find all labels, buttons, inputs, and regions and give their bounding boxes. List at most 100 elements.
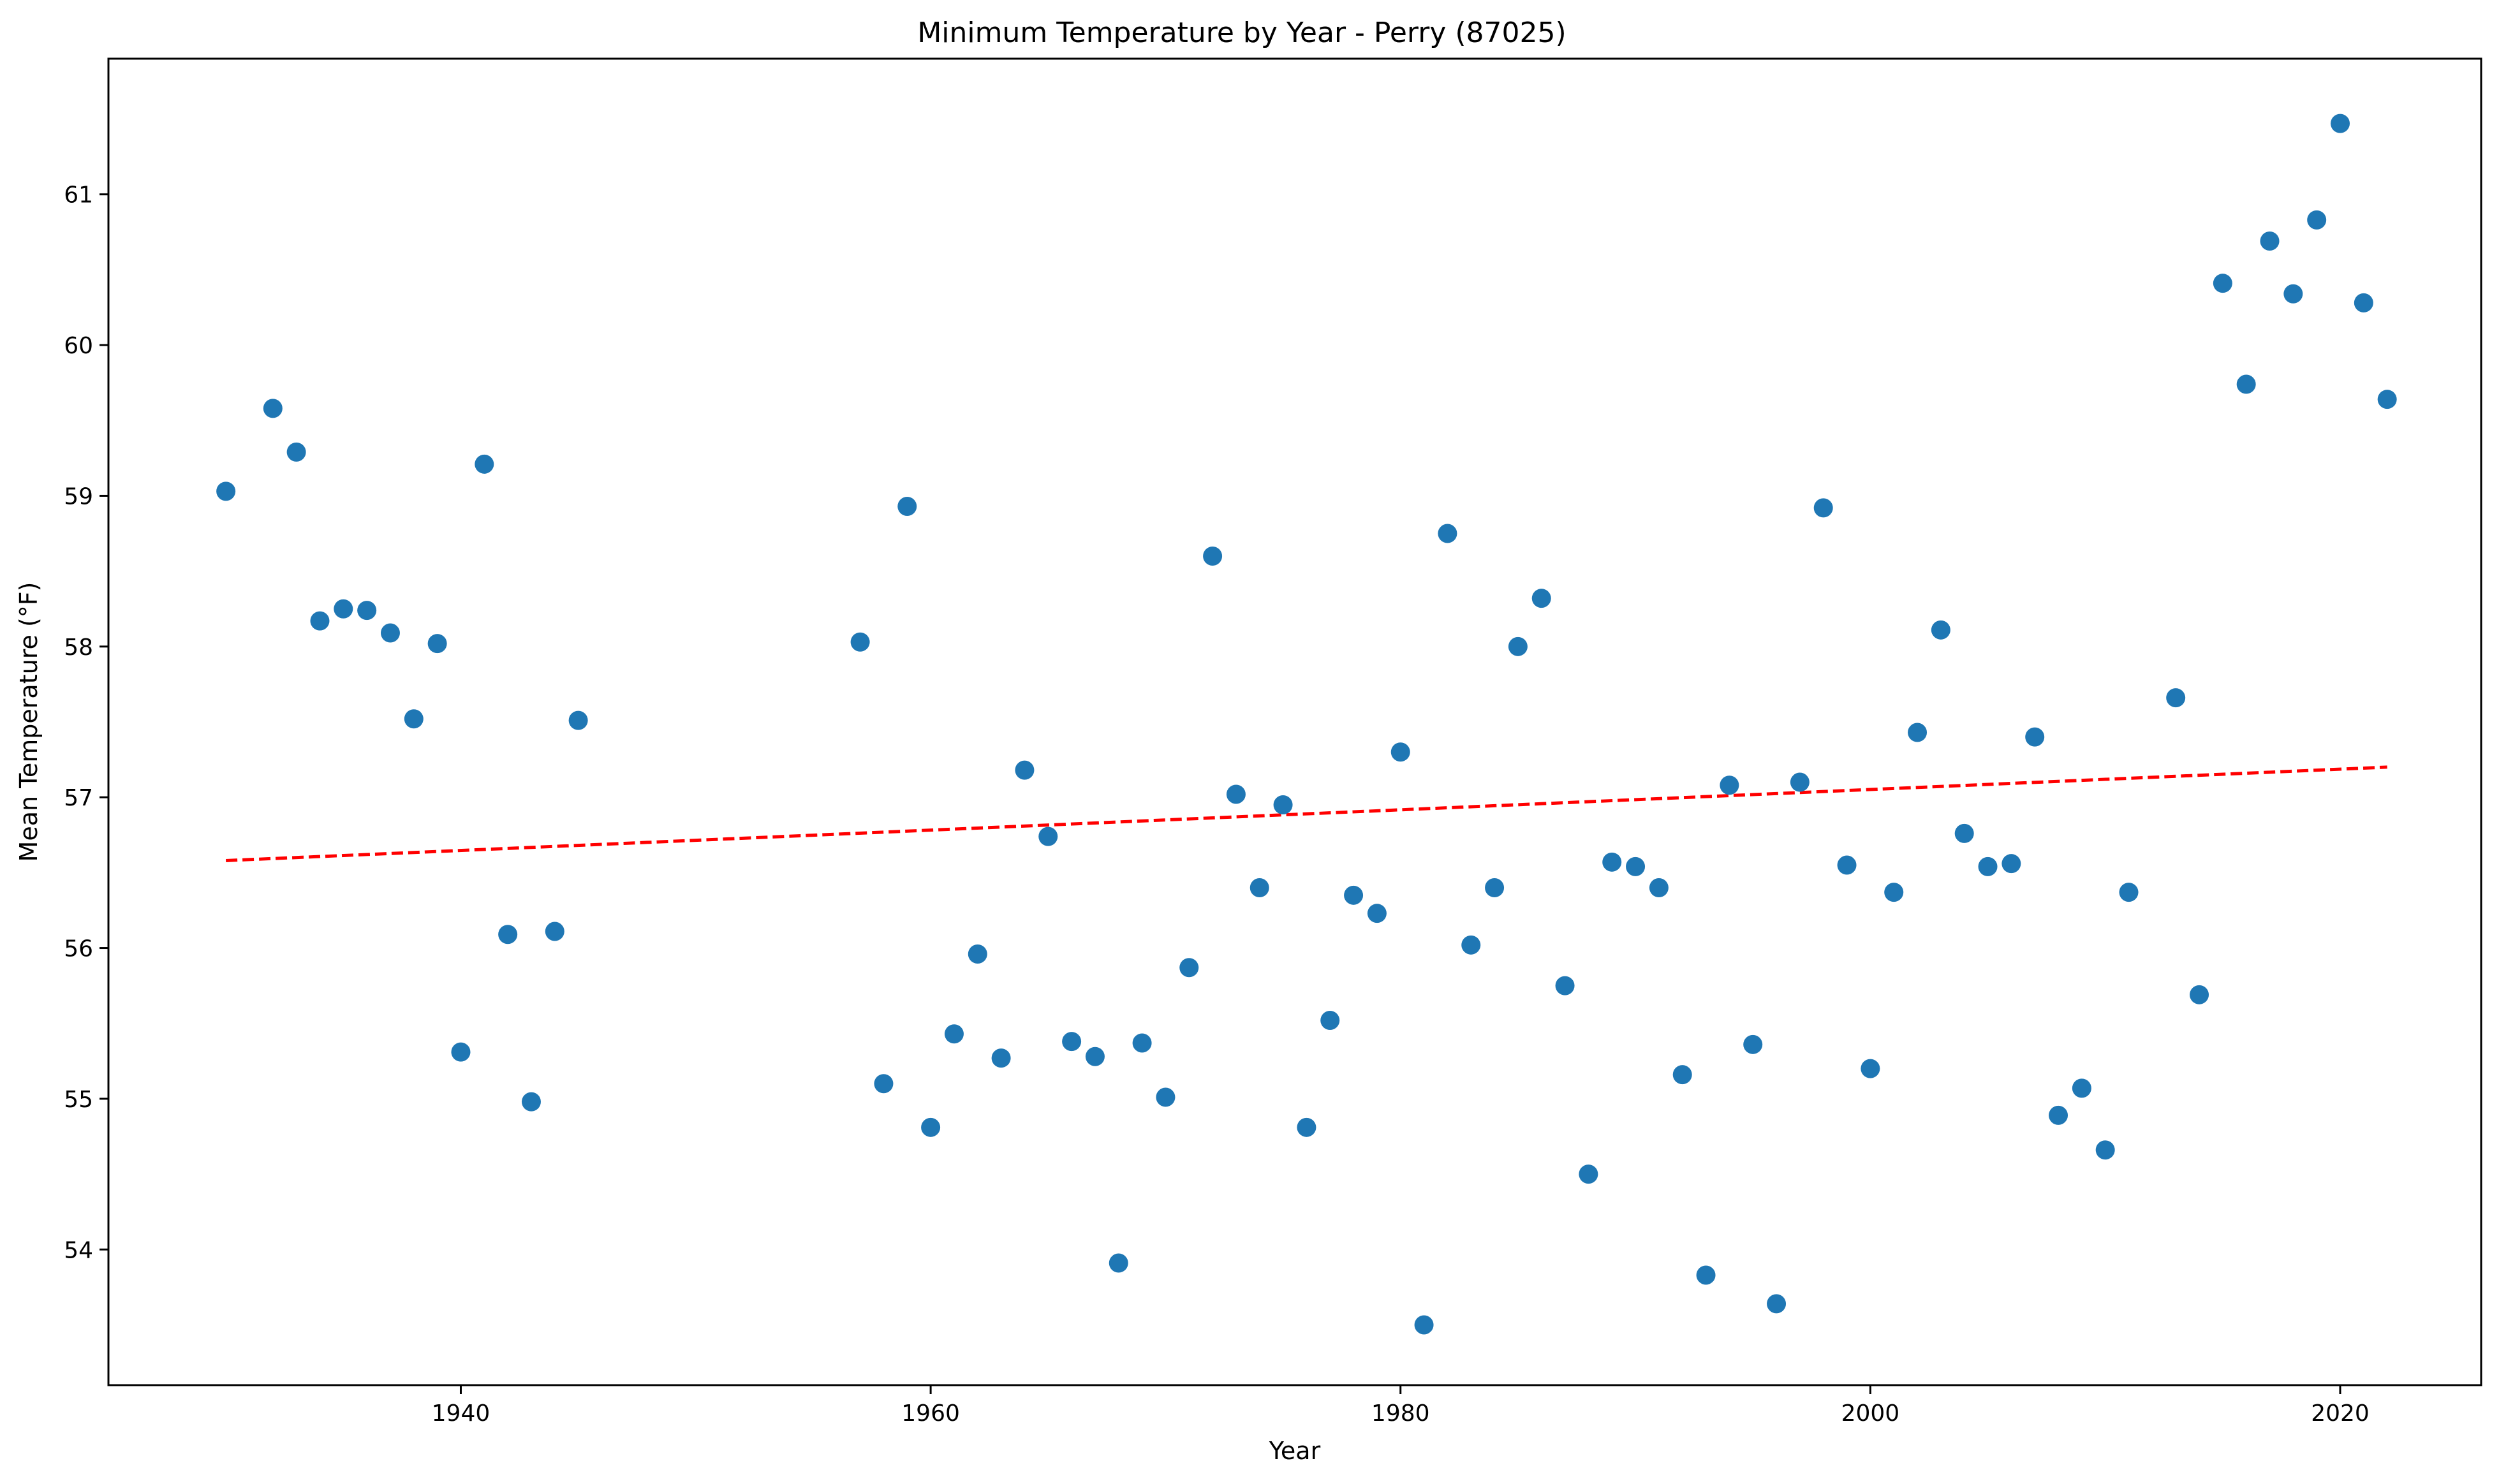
data-point <box>1861 1059 1880 1078</box>
data-point <box>2283 284 2303 304</box>
data-point <box>1344 885 1364 905</box>
data-point <box>1931 620 1950 640</box>
chart-title: Minimum Temperature by Year - Perry (870… <box>917 17 1566 49</box>
data-point <box>1085 1047 1105 1066</box>
data-point <box>944 1024 964 1044</box>
y-tick-label: 54 <box>64 1237 93 1263</box>
plot-frame <box>107 57 2482 1386</box>
y-tick-label: 59 <box>64 483 93 510</box>
data-point <box>874 1074 894 1094</box>
data-point <box>1273 795 1293 814</box>
data-point <box>1978 856 1998 876</box>
data-point <box>1743 1034 1763 1054</box>
data-point <box>1414 1315 1434 1335</box>
y-tick-label: 60 <box>64 333 93 359</box>
x-tick-label: 1960 <box>901 1400 960 1427</box>
data-point <box>2025 727 2045 747</box>
data-point <box>1320 1011 1340 1030</box>
data-point <box>921 1117 941 1137</box>
data-point <box>451 1042 471 1062</box>
plot-area <box>216 114 2397 1335</box>
data-point <box>1813 498 1833 518</box>
y-tick-label: 61 <box>64 182 93 209</box>
data-point <box>1250 878 1269 897</box>
data-point <box>2354 293 2373 312</box>
y-tick-label: 58 <box>64 635 93 661</box>
data-point <box>850 632 870 652</box>
data-point <box>216 481 236 501</box>
data-point <box>1579 1164 1598 1184</box>
data-point <box>968 944 987 964</box>
trend-line <box>226 765 2387 862</box>
data-point <box>1508 636 1528 656</box>
data-point <box>1203 547 1223 566</box>
data-point <box>1015 760 1035 780</box>
data-point <box>897 497 917 516</box>
y-tick-label: 56 <box>64 936 93 962</box>
data-point <box>1649 878 1669 897</box>
data-point <box>2095 1140 2115 1160</box>
data-point <box>1226 784 1246 804</box>
data-point <box>286 442 306 462</box>
data-point <box>2260 231 2280 251</box>
data-point <box>1179 958 1199 978</box>
data-point <box>1367 904 1387 923</box>
data-point <box>2307 210 2327 230</box>
y-tick-label: 55 <box>64 1087 93 1113</box>
data-point <box>1790 772 1810 792</box>
x-axis: 1940 1960 1980 2000 2020 <box>432 1385 2370 1427</box>
data-point <box>991 1048 1011 1068</box>
data-point <box>1696 1265 1716 1285</box>
data-point <box>1720 775 1739 795</box>
data-point <box>404 709 424 729</box>
data-point <box>475 454 494 474</box>
data-point <box>2072 1078 2091 1098</box>
data-point <box>2331 114 2350 133</box>
x-tick-label: 1980 <box>1371 1400 1430 1427</box>
data-point <box>1438 524 1457 543</box>
data-point <box>1461 935 1481 955</box>
y-axis: 54 55 56 57 58 59 60 61 <box>64 182 108 1263</box>
data-point <box>498 925 518 944</box>
x-axis-label: Year <box>1269 1437 1321 1465</box>
data-point <box>2119 883 2139 902</box>
data-point <box>1038 826 1058 846</box>
data-point <box>1767 1294 1787 1314</box>
data-point <box>1884 883 1904 902</box>
data-point <box>1672 1065 1692 1085</box>
data-point <box>1531 589 1551 608</box>
data-point <box>1156 1087 1176 1107</box>
data-point <box>1602 852 1622 872</box>
data-point <box>380 623 400 643</box>
data-point <box>1908 723 1928 742</box>
data-point <box>2166 688 2186 708</box>
data-point <box>2236 374 2256 394</box>
data-point <box>2001 854 2021 874</box>
data-point <box>1109 1253 1128 1273</box>
data-point <box>2213 274 2232 293</box>
data-point <box>1297 1117 1316 1137</box>
data-point <box>427 634 447 654</box>
data-point <box>1390 742 1410 762</box>
x-tick-label: 1940 <box>432 1400 490 1427</box>
data-point <box>568 710 588 730</box>
data-point <box>2049 1105 2068 1125</box>
data-point <box>1954 823 1974 843</box>
data-point <box>1132 1033 1152 1053</box>
data-point <box>357 601 377 621</box>
data-point <box>521 1092 541 1112</box>
data-point <box>1626 856 1646 876</box>
data-point <box>1555 976 1575 995</box>
data-point <box>263 399 283 418</box>
data-point <box>334 599 353 619</box>
data-point <box>310 611 330 631</box>
data-point <box>1837 855 1857 875</box>
y-tick-label: 57 <box>64 785 93 811</box>
data-point <box>1485 878 1505 897</box>
data-point <box>2190 985 2209 1004</box>
data-point <box>545 922 564 941</box>
x-tick-label: 2000 <box>1841 1400 1900 1427</box>
data-point <box>2377 390 2397 409</box>
y-axis-label: Mean Temperature (°F) <box>15 582 43 862</box>
